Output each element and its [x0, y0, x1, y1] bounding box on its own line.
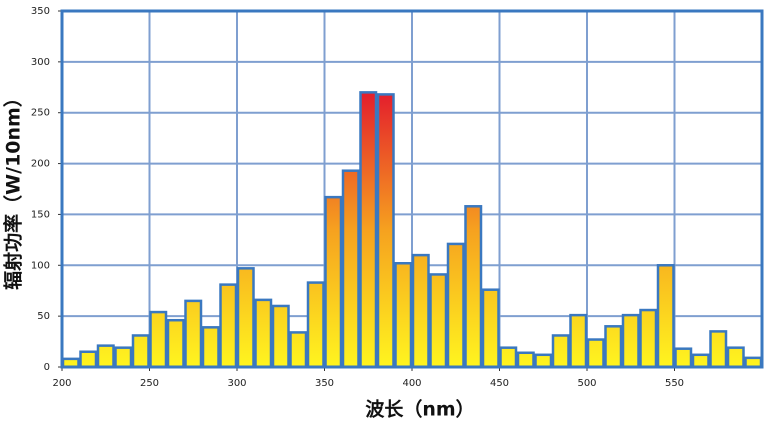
bar [691, 353, 710, 369]
x-axis-title: 波长（nm） [365, 398, 474, 421]
x-tick-label: 550 [665, 378, 684, 389]
y-tick-label: 50 [37, 311, 50, 322]
x-tick-label: 450 [490, 378, 509, 389]
x-tick-label: 500 [577, 378, 596, 389]
bar [656, 264, 675, 369]
y-axis-title: 辐射功率（W/10nm） [2, 88, 25, 290]
bar [586, 338, 605, 369]
bar [551, 334, 570, 369]
x-tick-label: 400 [402, 378, 421, 389]
bar [569, 313, 588, 369]
bar [324, 195, 343, 369]
y-tick-label: 0 [44, 362, 50, 373]
bar [429, 273, 448, 369]
y-tick-label: 100 [31, 260, 50, 271]
bar [446, 242, 465, 369]
bar [394, 262, 413, 369]
x-tick-label: 300 [227, 378, 246, 389]
x-tick-label: 200 [52, 378, 71, 389]
bar [411, 253, 430, 369]
bar [254, 298, 273, 369]
bar [726, 346, 745, 369]
x-tick-label: 350 [315, 378, 334, 389]
bar [96, 344, 115, 369]
bar [131, 334, 150, 369]
y-tick-label: 150 [31, 209, 50, 220]
bar [219, 283, 238, 369]
bar [604, 325, 623, 369]
bar [114, 346, 133, 369]
bar [289, 331, 308, 369]
bar [464, 205, 483, 369]
bar [166, 318, 185, 369]
bar [709, 330, 728, 369]
bar [306, 281, 325, 369]
y-tick-label: 200 [31, 159, 50, 170]
bar [341, 169, 360, 369]
bar [236, 267, 255, 369]
bar [481, 288, 500, 369]
bar [201, 326, 220, 369]
bar [359, 91, 378, 369]
y-tick-label: 300 [31, 57, 50, 68]
bar [376, 93, 395, 369]
bar [184, 299, 203, 369]
bar [621, 313, 640, 369]
y-tick-label: 350 [31, 6, 50, 17]
plot-border [60, 9, 764, 369]
bar [639, 308, 658, 369]
bar [499, 346, 518, 369]
bar [516, 351, 535, 369]
x-tick-label: 250 [140, 378, 159, 389]
bar [79, 350, 98, 369]
bar [271, 304, 290, 369]
bar [674, 347, 693, 369]
y-tick-label: 250 [31, 108, 50, 119]
bar [534, 353, 553, 369]
bar [149, 310, 168, 369]
